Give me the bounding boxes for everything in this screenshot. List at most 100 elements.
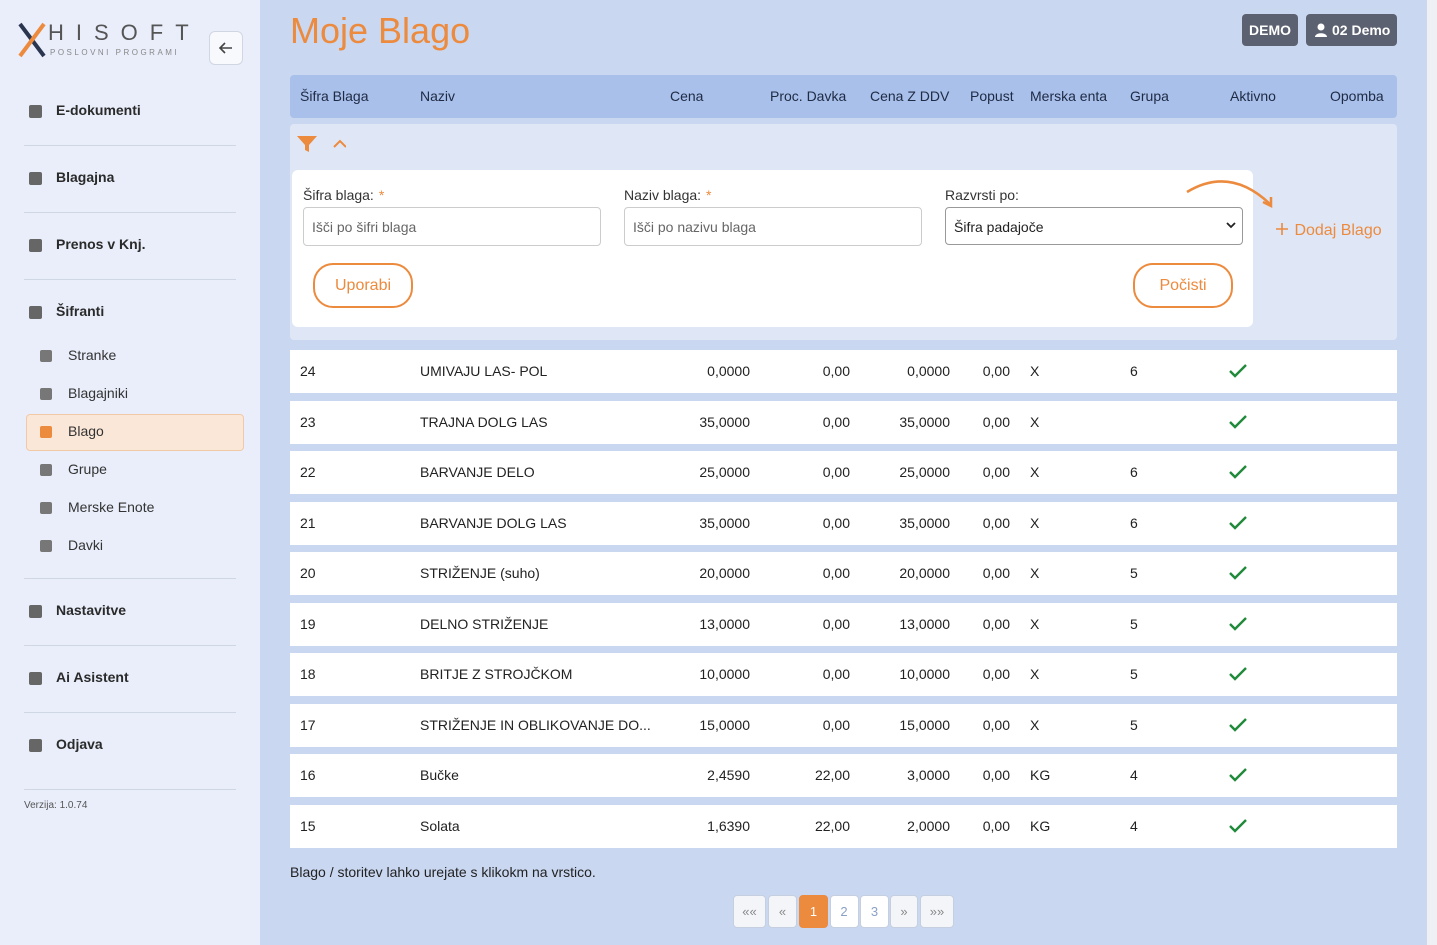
page-button[interactable]: 1 bbox=[799, 895, 828, 928]
table-row[interactable]: 23 TRAJNA DOLG LAS 35,0000 0,00 35,0000 0,00 X bbox=[290, 400, 1397, 444]
user-button[interactable]: 02 Demo bbox=[1306, 14, 1397, 46]
column-header[interactable]: Merska enta bbox=[1030, 88, 1108, 104]
required-mark: * bbox=[378, 187, 385, 203]
column-header[interactable]: Šifra Blaga bbox=[300, 88, 369, 104]
table-row[interactable]: 21 BARVANJE DOLG LAS 35,0000 0,00 35,0000 0,0… bbox=[290, 501, 1397, 545]
table-cell: 0,00 bbox=[982, 514, 1010, 531]
table-cell: 0,00 bbox=[982, 413, 1010, 430]
table-cell: 2,4590 bbox=[707, 767, 750, 783]
column-header[interactable]: Naziv bbox=[420, 88, 456, 104]
menu-item[interactable]: Blagajna bbox=[56, 169, 115, 185]
table-cell: 0,00 bbox=[982, 716, 1010, 733]
submenu-item[interactable]: Grupe bbox=[68, 461, 107, 477]
menu-item[interactable]: Nastavitve bbox=[56, 602, 127, 618]
table-row[interactable]: 18 BRITJE Z STROJČKOM 10,0000 0,00 10,0000 0,… bbox=[290, 653, 1397, 696]
table-cell: KG bbox=[1030, 767, 1051, 783]
clear-button[interactable]: Počisti bbox=[1133, 263, 1233, 308]
table-cell: 0,00 bbox=[982, 817, 1010, 834]
add-item[interactable]: Dodaj Blago bbox=[1274, 221, 1382, 240]
sort-select[interactable]: Šifra padajoče bbox=[945, 207, 1243, 245]
submenu-item[interactable]: Davki bbox=[68, 537, 104, 553]
table-cell: 25,0000 bbox=[899, 464, 950, 480]
required-mark: * bbox=[706, 187, 712, 203]
table-cell: 0,00 bbox=[822, 716, 850, 733]
chevron bbox=[1226, 222, 1236, 229]
table-header bbox=[290, 75, 1397, 118]
table-cell: STRIŽENJE IN OBLIKOVANJE DO... bbox=[420, 716, 651, 733]
field-label: Naziv blaga: * bbox=[624, 187, 712, 203]
active-item-bg bbox=[26, 414, 244, 451]
search-input[interactable]: Išči po nazivu blaga bbox=[624, 207, 922, 246]
table-cell: 22,00 bbox=[814, 817, 850, 834]
page-button[interactable]: » bbox=[890, 895, 918, 928]
table-row[interactable]: 16 Bučke 2,4590 22,00 3,0000 0,00 KG 4 bbox=[290, 754, 1397, 797]
page-button[interactable]: 2 bbox=[829, 895, 859, 928]
table-cell: 15 bbox=[300, 817, 316, 834]
table-row[interactable]: 24 UMIVAJU LAS- POL 0,0000 0,00 0,0000 0,00 X 6 bbox=[290, 350, 1397, 393]
submenu-item[interactable]: Blagajniki bbox=[68, 385, 128, 401]
filter-icon[interactable] bbox=[296, 134, 346, 154]
table-cell: 25,0000 bbox=[699, 464, 750, 480]
table-row[interactable]: 19 DELNO STRIŽENJE 13,0000 0,00 13,0000 0,00 X… bbox=[290, 602, 1397, 646]
field-label: Razvrsti po: bbox=[945, 187, 1019, 203]
menu-item[interactable]: Prenos v Knj. bbox=[56, 236, 146, 252]
table-cell: TRAJNA DOLG LAS bbox=[420, 413, 548, 430]
submenu-item[interactable]: Blago bbox=[68, 423, 104, 439]
column-header[interactable]: Popust bbox=[970, 88, 1014, 104]
submenu-icon bbox=[40, 388, 52, 400]
menu-item[interactable]: Odjava bbox=[56, 736, 103, 752]
table-cell: 15,0000 bbox=[699, 716, 750, 733]
table-row[interactable]: 15 Solata 1,6390 22,00 2,0000 0,00 KG 4 bbox=[290, 804, 1397, 848]
scrollbar bbox=[1427, 0, 1437, 945]
menu-icon bbox=[29, 739, 42, 752]
column-header[interactable]: Aktivno bbox=[1230, 88, 1276, 104]
column-header[interactable]: Grupa bbox=[1130, 88, 1169, 104]
user-name: 02 Demo bbox=[1332, 22, 1391, 38]
table-cell: UMIVAJU LAS- POL bbox=[420, 363, 548, 379]
page-button[interactable]: »» bbox=[920, 895, 954, 928]
table-cell: 35,0000 bbox=[899, 413, 950, 430]
apply-button[interactable]: Uporabi bbox=[313, 263, 413, 308]
page-button[interactable]: « bbox=[768, 895, 797, 928]
page-button[interactable]: 3 bbox=[860, 895, 889, 928]
table-cell: 0,00 bbox=[822, 514, 850, 531]
table-row[interactable]: 20 STRIŽENJE (suho) 20,0000 0,00 20,0000 0,00… bbox=[290, 552, 1397, 595]
table-cell: 0,00 bbox=[822, 464, 850, 480]
table-cell: 5 bbox=[1130, 716, 1138, 733]
table-cell: 4 bbox=[1130, 767, 1138, 783]
search-input[interactable]: Išči po šifri blaga bbox=[303, 207, 601, 246]
menu-item[interactable]: Šifranti bbox=[56, 303, 105, 319]
table-row[interactable]: 22 BARVANJE DELO 25,0000 0,00 25,0000 0,00 X 6 bbox=[290, 451, 1397, 494]
separator bbox=[24, 279, 236, 280]
table-cell: Bučke bbox=[420, 767, 459, 783]
back-button[interactable] bbox=[209, 31, 243, 65]
column-header[interactable]: Cena bbox=[670, 88, 704, 104]
table-cell: 24 bbox=[300, 363, 316, 379]
page-button[interactable]: «« bbox=[733, 895, 766, 928]
menu-icon bbox=[29, 172, 42, 185]
table-cell: 0,0000 bbox=[707, 363, 750, 379]
table-cell: 0,00 bbox=[822, 615, 850, 632]
active-check bbox=[1229, 566, 1247, 580]
table-cell: BARVANJE DOLG LAS bbox=[420, 514, 567, 531]
table-cell: X bbox=[1030, 666, 1040, 682]
table-cell: X bbox=[1030, 615, 1040, 632]
menu-item[interactable]: E-dokumenti bbox=[56, 102, 141, 118]
active-check bbox=[1229, 818, 1247, 833]
column-header[interactable]: Opomba bbox=[1330, 88, 1384, 104]
table-cell: 0,0000 bbox=[907, 363, 950, 379]
column-header[interactable]: Proc. Davka bbox=[770, 88, 847, 104]
column-header[interactable]: Cena Z DDV bbox=[870, 88, 950, 104]
logo-mark bbox=[18, 22, 46, 58]
menu-item[interactable]: Ai Asistent bbox=[56, 669, 129, 685]
submenu-item[interactable]: Merske Enote bbox=[68, 499, 155, 515]
table-cell: 0,00 bbox=[982, 615, 1010, 632]
demo-badge: DEMO bbox=[1242, 14, 1298, 46]
table-row[interactable]: 17 STRIŽENJE IN OBLIKOVANJE DO... 15,0000 0… bbox=[290, 703, 1397, 747]
menu-icon bbox=[29, 105, 42, 118]
separator bbox=[24, 789, 236, 790]
submenu-item[interactable]: Stranke bbox=[68, 347, 117, 363]
active-check bbox=[1229, 414, 1247, 429]
active-check bbox=[1229, 465, 1247, 479]
table-cell: 15,0000 bbox=[899, 716, 950, 733]
